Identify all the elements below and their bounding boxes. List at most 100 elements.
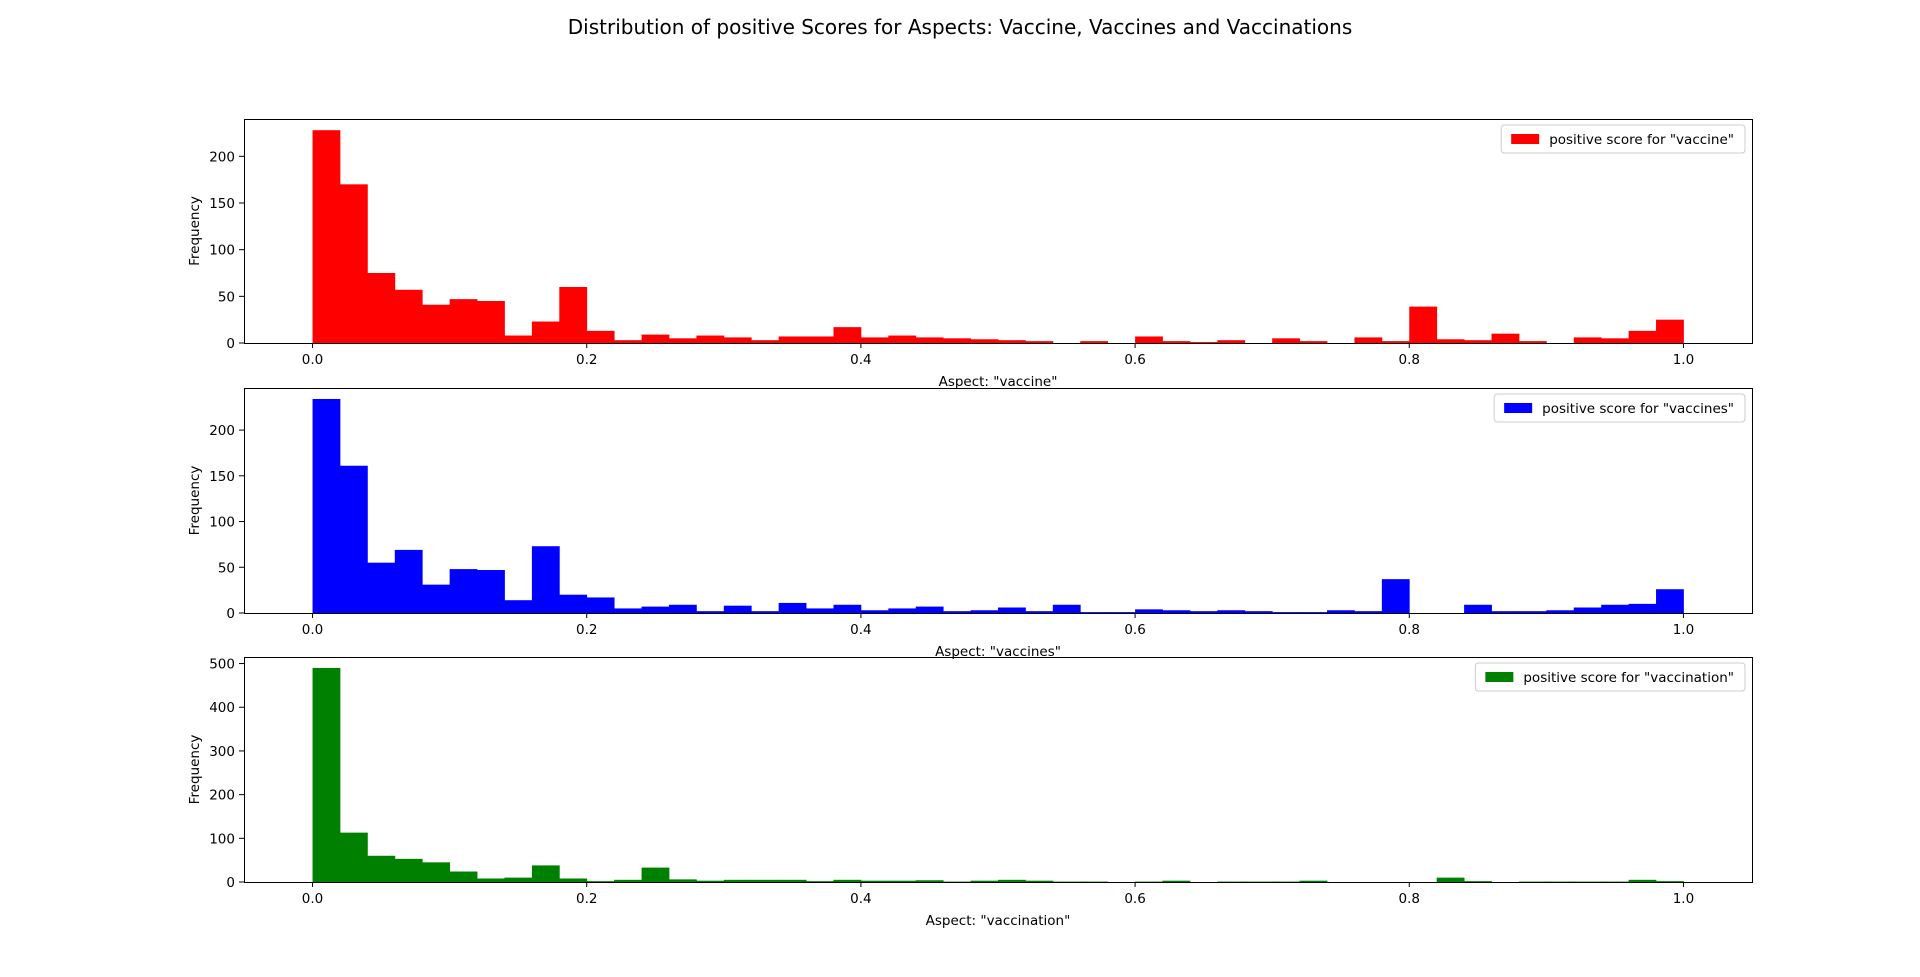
- bar-vaccination: [586, 881, 615, 882]
- bar-vaccines: [1272, 612, 1300, 613]
- bar-vaccines: [504, 600, 533, 613]
- bar-vaccine: [367, 273, 396, 343]
- bar-vaccine: [1381, 341, 1410, 343]
- y-tick-label: 100: [209, 515, 235, 531]
- bar-vaccination: [998, 879, 1026, 882]
- y-tick-label: 150: [209, 469, 235, 485]
- bar-vaccine: [1272, 338, 1300, 343]
- histogram-panel-vaccination: 0.0 0.2 0.4 0.6 0.8 1.0 0 100 200 300 400 500 Aspect…: [187, 657, 1753, 929]
- bar-vaccination: [1162, 880, 1191, 882]
- bar-vaccine: [504, 335, 533, 343]
- x-tick-label: 0.4: [850, 352, 871, 368]
- x-axis-label: Aspect: "vaccination": [926, 913, 1071, 929]
- bar-vaccination: [860, 880, 889, 882]
- bar-vaccine: [1436, 339, 1465, 343]
- bar-vaccination: [422, 862, 451, 882]
- bar-vaccines: [1217, 610, 1246, 613]
- bar-vaccine: [339, 184, 368, 343]
- x-tick-label: 0.2: [576, 622, 597, 638]
- bar-vaccine: [1299, 341, 1328, 343]
- bar-vaccine: [998, 340, 1026, 343]
- x-axis-label: Aspect: "vaccines": [935, 644, 1061, 660]
- bar-vaccine: [751, 340, 780, 343]
- bar-vaccines: [1244, 611, 1273, 613]
- legend-box: [1474, 662, 1746, 692]
- bar-vaccines: [614, 608, 642, 613]
- bar-vaccines: [1354, 611, 1383, 613]
- x-tick-label: 0.6: [1124, 622, 1145, 638]
- legend-vaccines: positive score for "vaccines": [1493, 393, 1746, 423]
- bar-vaccine: [833, 327, 862, 343]
- y-tick-label: 100: [209, 831, 235, 847]
- bar-vaccines: [778, 602, 807, 613]
- bar-vaccine: [778, 336, 807, 343]
- bar-vaccines: [1546, 610, 1575, 613]
- y-tick-label: 400: [209, 700, 235, 716]
- bar-vaccination: [723, 879, 752, 882]
- bar-vaccine: [1409, 306, 1438, 343]
- legend-label: positive score for "vaccination": [1523, 670, 1734, 686]
- bar-vaccine: [1573, 337, 1602, 343]
- bar-vaccines: [477, 570, 505, 613]
- bar-vaccine: [586, 330, 615, 343]
- x-tick-label: 1.0: [1673, 352, 1694, 368]
- bar-vaccines: [1573, 607, 1602, 613]
- bar-vaccine: [394, 289, 423, 343]
- legend-vaccination: positive score for "vaccination": [1474, 662, 1746, 692]
- bar-vaccines: [1025, 611, 1054, 613]
- x-tick-label: 0.4: [850, 622, 871, 638]
- legend-swatch: [1485, 672, 1514, 682]
- bar-vaccine: [422, 304, 451, 343]
- legend-vaccine: positive score for "vaccine": [1500, 124, 1746, 154]
- legend-swatch: [1504, 403, 1533, 413]
- y-tick-label: 100: [209, 243, 235, 259]
- bars-vaccines: [312, 398, 1684, 613]
- bar-vaccines: [394, 549, 423, 613]
- bar-vaccine: [1491, 333, 1520, 343]
- axes-frame-vaccines: [244, 388, 1753, 614]
- bar-vaccination: [888, 880, 917, 882]
- y-tick-label: 300: [209, 744, 235, 760]
- bar-vaccine: [888, 335, 917, 343]
- bar-vaccine: [1080, 341, 1109, 343]
- bar-vaccine: [312, 130, 341, 343]
- bar-vaccine: [915, 337, 944, 343]
- bar-vaccine: [1656, 319, 1684, 343]
- bar-vaccine: [696, 335, 725, 343]
- bar-vaccines: [1299, 612, 1328, 613]
- bar-vaccines: [1135, 609, 1163, 613]
- x-tick-label: 0.6: [1124, 891, 1145, 907]
- bar-vaccines: [422, 584, 451, 613]
- legend-box: [1500, 124, 1746, 154]
- y-axis-label: Frequency: [187, 466, 203, 536]
- bar-vaccination: [1299, 880, 1328, 882]
- bar-vaccine: [943, 338, 971, 343]
- legend-label: positive score for "vaccines": [1542, 401, 1734, 417]
- x-tick-label: 0.2: [576, 891, 597, 907]
- bar-vaccination: [778, 879, 807, 882]
- bar-vaccines: [1189, 611, 1218, 613]
- bar-vaccination: [696, 880, 725, 882]
- bar-vaccines: [696, 611, 725, 613]
- y-tick-label: 200: [209, 149, 235, 165]
- bar-vaccine: [559, 287, 588, 343]
- bar-vaccines: [998, 607, 1026, 613]
- bar-vaccines: [1656, 589, 1684, 613]
- bar-vaccine: [614, 340, 642, 343]
- bars-vaccine: [312, 130, 1684, 343]
- bar-vaccination: [915, 880, 944, 882]
- bar-vaccines: [1381, 579, 1410, 613]
- x-tick-label: 0.4: [850, 891, 871, 907]
- y-tick-label: 0: [226, 336, 235, 352]
- bar-vaccine: [723, 337, 752, 343]
- bar-vaccines: [1107, 612, 1136, 613]
- bar-vaccination: [806, 881, 834, 882]
- x-axis-label: Aspect: "vaccine": [939, 374, 1058, 390]
- x-tick-label: 0.0: [302, 622, 323, 638]
- bar-vaccination: [394, 858, 423, 882]
- bar-vaccines: [1628, 603, 1657, 613]
- bar-vaccines: [970, 610, 999, 613]
- bar-vaccination: [970, 880, 999, 882]
- bar-vaccine: [1628, 330, 1657, 343]
